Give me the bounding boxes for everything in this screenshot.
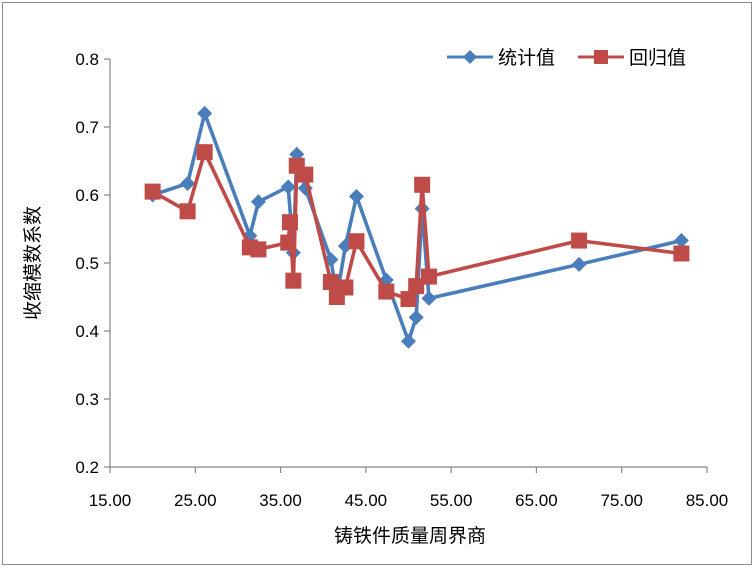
series-line (151, 150, 682, 301)
y-tick-label: 0.5 (75, 254, 99, 273)
data-point-square (420, 268, 437, 285)
data-point-square (414, 176, 431, 193)
x-tick-label: 65.00 (515, 491, 558, 510)
legend-marker-regression (594, 50, 608, 64)
x-tick-label: 45.00 (345, 491, 388, 510)
data-point-square (196, 144, 213, 161)
data-point-diamond (348, 188, 364, 204)
data-point-square (144, 183, 161, 200)
x-tick-label: 85.00 (686, 491, 729, 510)
y-axis-title: 收缩模数系数 (22, 206, 44, 320)
series-regression (144, 144, 690, 308)
y-tick-label: 0.3 (75, 390, 99, 409)
legend-marker-stat (463, 50, 477, 64)
data-point-diamond (571, 256, 587, 272)
x-tick-label: 25.00 (174, 491, 217, 510)
x-tick-label: 15.00 (89, 491, 132, 510)
y-tick-group: 0.2 0.3 0.4 0.5 0.6 0.7 0.8 (75, 50, 110, 477)
series-line (152, 111, 682, 344)
data-point-square (179, 203, 196, 220)
data-point-diamond (250, 194, 266, 210)
data-point-diamond (673, 233, 689, 249)
data-point-square (297, 166, 314, 183)
data-point-square (281, 214, 298, 231)
data-point-square (673, 245, 690, 262)
y-tick-label: 0.7 (75, 118, 99, 137)
data-point-square (378, 283, 395, 300)
data-point-square (571, 232, 588, 249)
y-tick-label: 0.6 (75, 186, 99, 205)
data-point-square (250, 241, 267, 258)
x-axis-title: 铸铁件质量周界商 (334, 525, 486, 547)
y-tick-label: 0.2 (75, 458, 99, 477)
data-point-diamond (180, 175, 196, 191)
data-point-square (348, 233, 365, 250)
data-point-square (408, 278, 425, 295)
series-statistical (145, 105, 689, 349)
data-point-diamond (197, 105, 213, 121)
x-tick-label: 35.00 (259, 491, 302, 510)
legend-label-regression: 回归值 (629, 47, 686, 69)
y-tick-label: 0.8 (75, 50, 99, 69)
data-point-square (285, 272, 302, 289)
data-point-diamond (421, 290, 437, 306)
series-layer (144, 105, 690, 349)
data-point-diamond (408, 309, 424, 325)
y-tick-label: 0.4 (75, 322, 99, 341)
x-tick-label: 55.00 (430, 491, 473, 510)
data-point-diamond (401, 333, 416, 349)
x-tick-group: 15.00 25.00 35.00 45.00 55.00 65.00 75.00 85.00 (89, 467, 729, 510)
data-point-square (280, 234, 297, 251)
data-point-square (322, 274, 339, 291)
data-point-square (400, 291, 417, 308)
data-point-diamond (280, 179, 296, 195)
legend-label-stat: 统计值 (498, 47, 555, 69)
data-point-square (337, 279, 354, 296)
legend: 统计值 回归值 (447, 47, 686, 69)
x-tick-label: 75.00 (600, 491, 643, 510)
